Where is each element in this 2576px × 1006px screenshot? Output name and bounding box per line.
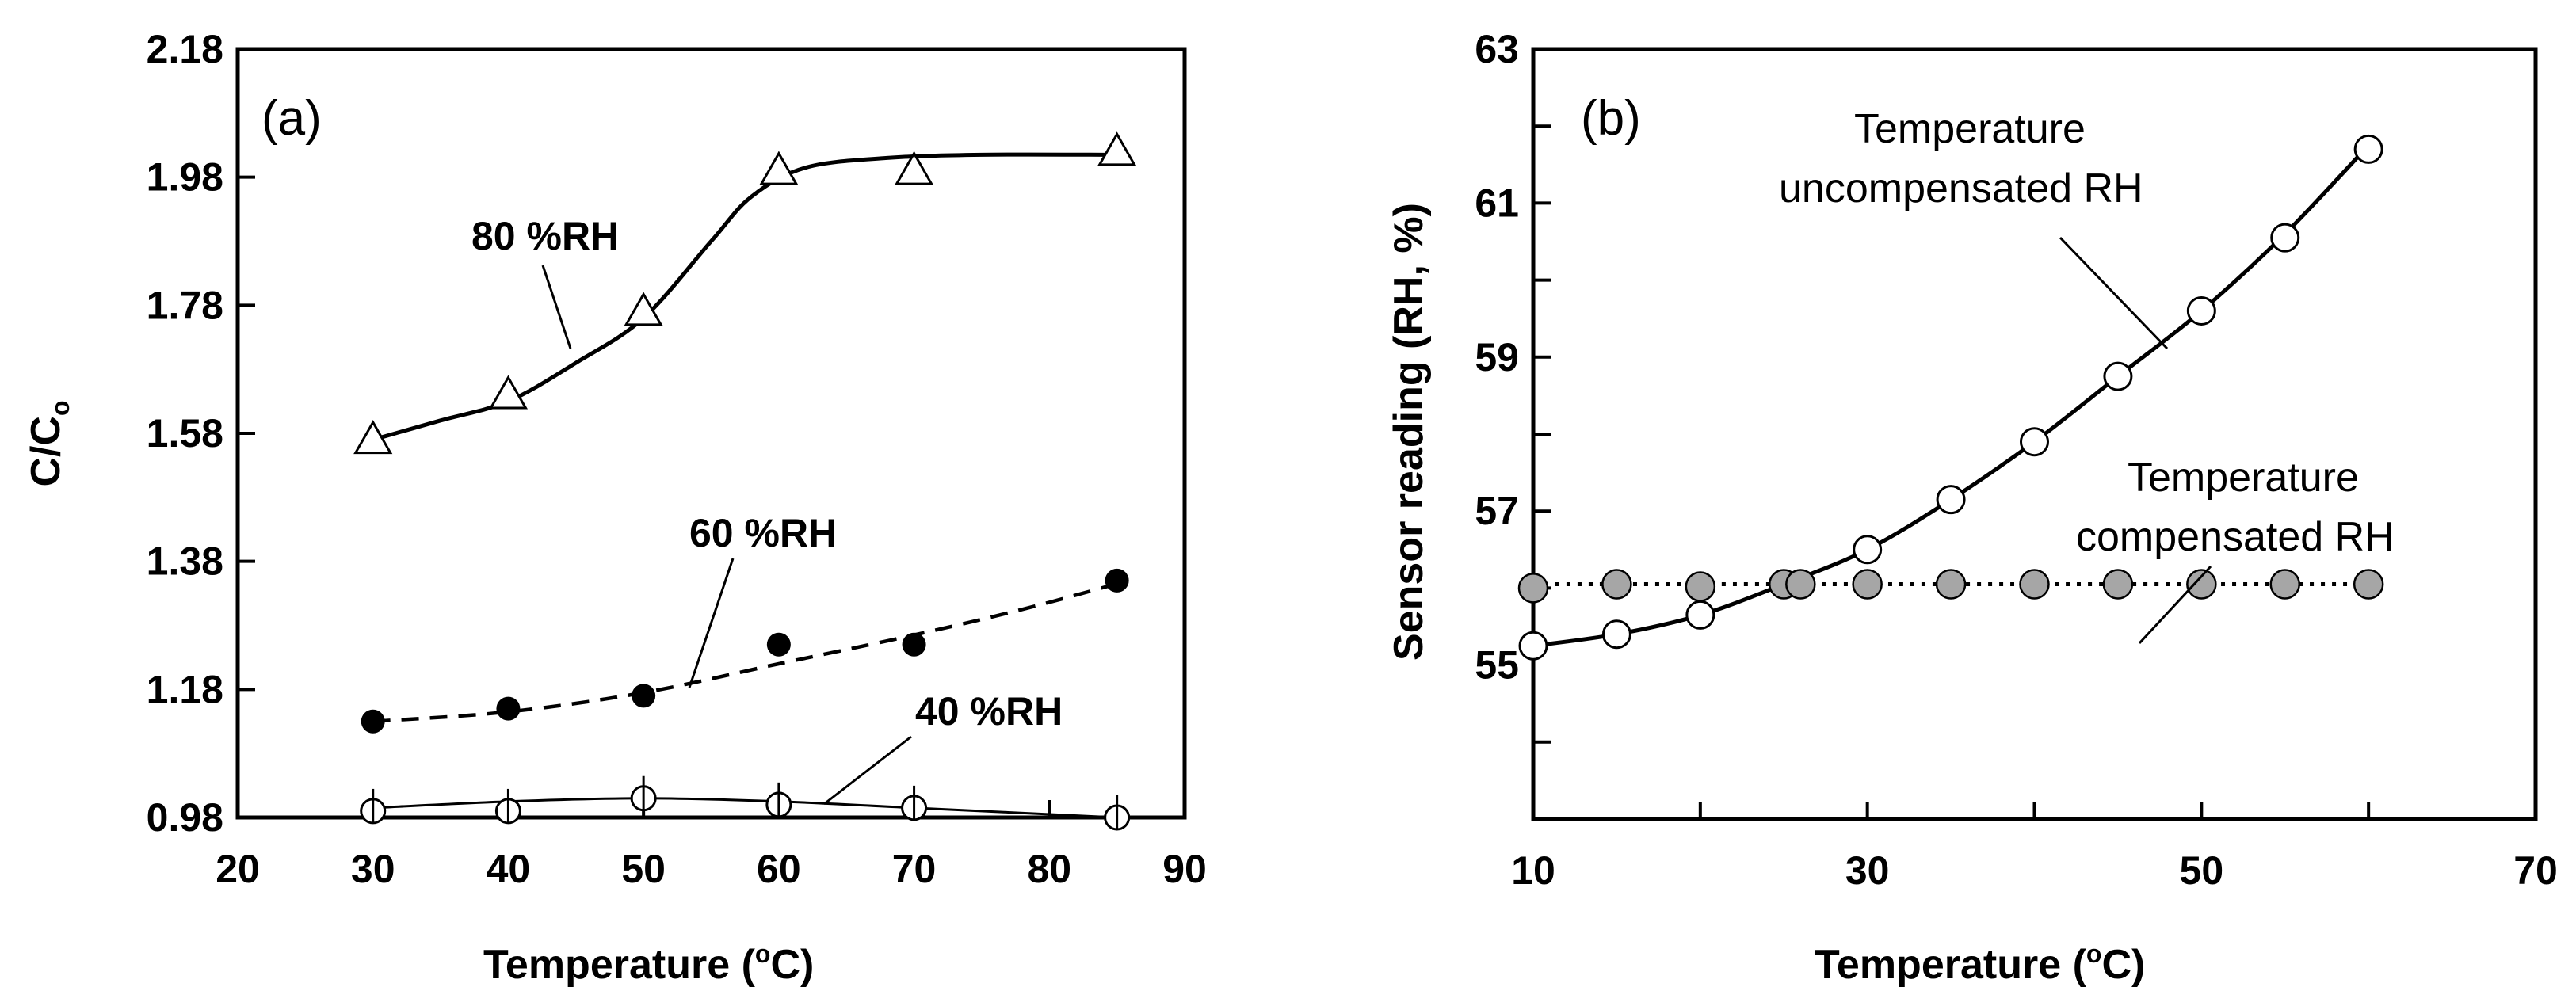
annotation-80rh-leader [541,265,572,349]
x-tick-label: 30 [351,847,395,891]
data-point-open [2186,295,2216,326]
data-point-open [1601,619,1631,650]
x-tick-label: 80 [1027,847,1071,891]
data-point-filled [361,709,385,734]
data-point-triangle [488,375,529,410]
data-point-filled [902,632,926,657]
panel-a-y-ticks: 0.98 1.18 1.38 1.58 1.78 1.98 2.18 [147,27,255,840]
panel-b-markers [1517,134,2384,661]
panel-a-markers [353,131,1137,831]
data-point-gray [1785,569,1816,600]
y-tick-label: 55 [1475,643,1519,688]
data-point-gray [2269,569,2300,600]
data-point-open [2020,427,2049,457]
y-tick-label: 2.18 [147,27,223,71]
data-point-open [1936,485,1966,515]
data-point-gray [1685,571,1716,602]
series-line [372,152,1117,442]
x-tick-label: 10 [1511,848,1555,893]
x-tick-label: 20 [216,847,260,891]
x-tick-label: 40 [487,847,531,891]
data-point-triangle [759,151,799,185]
y-tick-label: 57 [1475,489,1519,533]
x-tick-label: 50 [621,847,666,891]
panel-b-x-ticks: 10 30 50 70 [1511,802,2558,893]
annotation-uncompensated-line1: Temperature [1854,106,2086,152]
y-tick-label: 59 [1475,335,1519,379]
data-point-open [1853,535,1883,565]
data-point-filled [1105,568,1129,593]
panel-a-label: (a) [261,91,322,146]
y-tick-label: 1.58 [147,411,223,455]
data-point-gray [1517,573,1549,604]
annotation-uncompensated-leader [2059,236,2169,350]
y-tick-label: 63 [1475,27,1519,71]
data-point-triangle [894,151,934,185]
data-point-open [2270,223,2300,253]
annotation-60rh-leader [688,558,735,688]
x-tick-label: 50 [2180,848,2224,893]
data-point-gray [2102,569,2134,600]
annotation-40rh-leader [823,735,912,806]
data-point-open [1685,600,1715,630]
data-point-gray [1852,569,1883,600]
series-line [372,797,1117,819]
x-tick-label: 70 [2513,848,2558,893]
annotation-80rh: 80 %RH [471,214,619,258]
y-tick-label: 61 [1475,181,1519,225]
data-point-open [1518,631,1548,661]
data-point-filled [496,696,521,721]
data-point-triangle [624,292,663,326]
panel-b-x-axis-title: Temperature (oC) [1815,939,2145,988]
panel-b: 55 57 59 61 63 10 30 50 70 (b) Temperature unco… [1386,27,2558,988]
annotation-compensated-line2: compensated RH [2076,514,2395,560]
y-tick-label: 1.18 [147,667,223,711]
panel-b-label: (b) [1581,91,1641,146]
y-tick-label: 1.98 [147,155,223,200]
data-point-gray [2353,569,2384,600]
annotation-uncompensated-line2: uncompensated RH [1779,166,2143,211]
panel-a-y-axis-title: C/Co [23,400,74,486]
y-tick-label: 0.98 [147,795,223,840]
data-point-triangle [1097,131,1137,166]
data-point-filled [766,632,791,657]
annotation-40rh: 40 %RH [915,689,1063,734]
annotation-60rh: 60 %RH [689,511,837,555]
data-point-gray [2186,569,2217,600]
data-point-gray [1935,569,1967,600]
panel-a-x-axis-title: Temperature (oC) [483,939,814,988]
panel-b-y-axis-title: Sensor reading (RH, %) [1386,203,1432,661]
data-point-gray [2019,569,2050,600]
data-point-open [2103,361,2133,391]
series-line [372,581,1118,723]
y-tick-label: 1.78 [147,283,223,327]
y-tick-label: 1.38 [147,539,223,584]
panel-b-y-ticks: 55 57 59 61 63 [1475,27,1551,744]
x-tick-label: 90 [1162,847,1207,891]
data-point-triangle [353,420,393,455]
x-tick-label: 70 [892,847,937,891]
annotation-compensated-line1: Temperature [2128,455,2359,501]
data-point-open [2353,134,2383,164]
x-tick-label: 30 [1845,848,1890,893]
annotation-compensated-leader [2138,565,2212,645]
data-point-filled [632,684,656,708]
x-tick-label: 60 [757,847,801,891]
panel-a: 0.98 1.18 1.38 1.58 1.78 1.98 2.18 20 30 40 50 60 7… [23,27,1207,988]
data-point-gray [1601,569,1632,600]
